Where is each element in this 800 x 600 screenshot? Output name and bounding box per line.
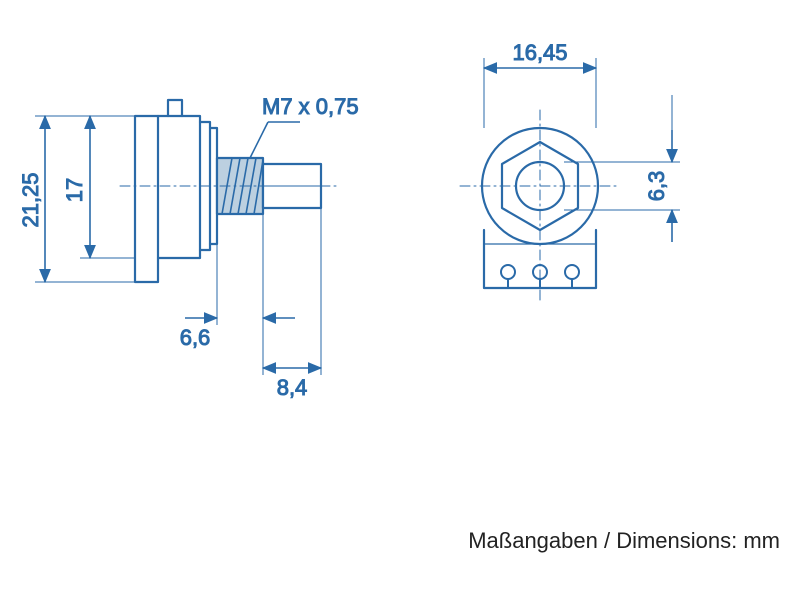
shaft: [263, 164, 321, 208]
dim-shaft-dia: 6,3: [644, 171, 669, 202]
side-view-dimensions: 21,25 17 M7 x 0,75 6,6 8,4: [18, 94, 359, 400]
dim-shaft-length: 8,4: [277, 375, 308, 400]
side-view: [120, 100, 340, 282]
footer-label: Maßangaben / Dimensions: mm: [468, 528, 780, 553]
front-view: [460, 110, 620, 300]
dim-bushing-length: 6,6: [180, 325, 211, 350]
dim-thread-spec: M7 x 0,75: [262, 94, 359, 119]
technical-drawing: 21,25 17 M7 x 0,75 6,6 8,4: [0, 0, 800, 600]
front-view-dimensions: 16,45 6,3: [484, 40, 680, 242]
dim-height-inner: 17: [62, 178, 87, 202]
dim-front-width: 16,45: [512, 40, 567, 65]
dim-height-outer: 21,25: [18, 172, 43, 227]
